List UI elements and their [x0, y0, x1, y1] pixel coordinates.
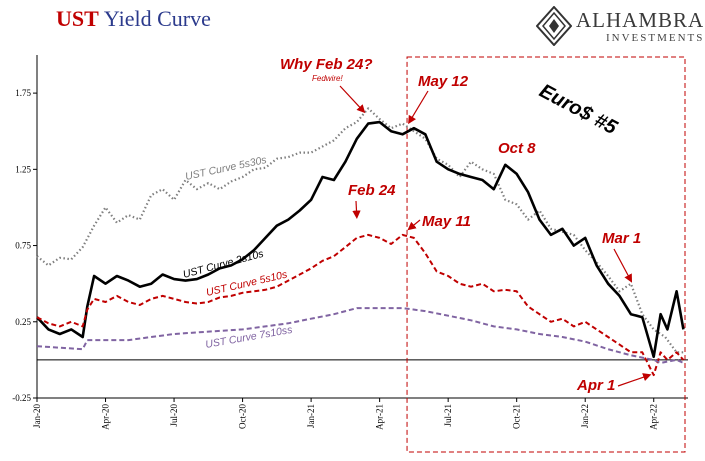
annotation-apr-1: Apr 1: [576, 377, 615, 394]
x-tick-label: Jul-20: [169, 404, 179, 427]
y-tick-label: 1.25: [15, 164, 31, 174]
x-tick-label: Jan-21: [306, 404, 316, 428]
x-tick-label: Jul-21: [443, 404, 453, 427]
series-5s30s-line: [36, 107, 684, 354]
x-tick-label: Oct-20: [238, 404, 248, 429]
annotation-oct-8: Oct 8: [498, 140, 536, 157]
y-tick-label: 1.75: [15, 88, 31, 98]
annotation-may-12: May 12: [418, 73, 469, 90]
annotation-mar-1-arrow: [613, 248, 633, 283]
annotation-why-feb-24-sub: Fedwire!: [312, 74, 343, 83]
alhambra-diamond-icon: [536, 6, 572, 46]
logo-name: Alhambra: [576, 8, 705, 32]
annotation-why-feb-24-arrow: [339, 85, 366, 114]
annotation-euro5: Euro$ #5: [536, 80, 622, 139]
series-2s10s-line: [36, 120, 685, 359]
chart-title: UST Yield Curve: [56, 6, 211, 32]
x-tick-label: Oct-21: [512, 404, 522, 429]
annotation-why-feb-24: Why Feb 24?: [280, 56, 373, 73]
x-tick-label: Apr-21: [375, 404, 385, 430]
y-tick-label: 0.75: [15, 241, 31, 251]
annotation-may-11: May 11: [422, 213, 471, 230]
x-tick-label: Jan-22: [580, 404, 590, 428]
alhambra-logo: Alhambra Investments: [536, 4, 705, 48]
chart-title-part2: Yield Curve: [103, 6, 211, 31]
annotation-may-12-arrow: [408, 90, 429, 125]
highlight-box: [406, 56, 686, 453]
annotation-mar-1: Mar 1: [602, 230, 641, 247]
annotation-apr-1-arrow: [617, 373, 652, 387]
x-tick-label: Apr-22: [649, 404, 659, 430]
annotation-feb-24: Feb 24: [348, 182, 396, 199]
annotation-feb-24-arrow: [352, 200, 361, 219]
y-tick-label: 0.25: [15, 317, 31, 327]
series-7s10ss-line: [36, 307, 684, 364]
series-5s10s-line: [36, 233, 685, 377]
chart-title-part1: UST: [56, 6, 99, 31]
logo-sub: Investments: [606, 32, 705, 44]
y-tick-label: -0.25: [12, 393, 31, 403]
x-tick-label: Apr-20: [101, 404, 111, 430]
series-5s10s-label: UST Curve 5s10s: [205, 268, 289, 299]
x-tick-label: Jan-20: [32, 404, 42, 428]
annotation-may-11-arrow: [407, 219, 421, 231]
